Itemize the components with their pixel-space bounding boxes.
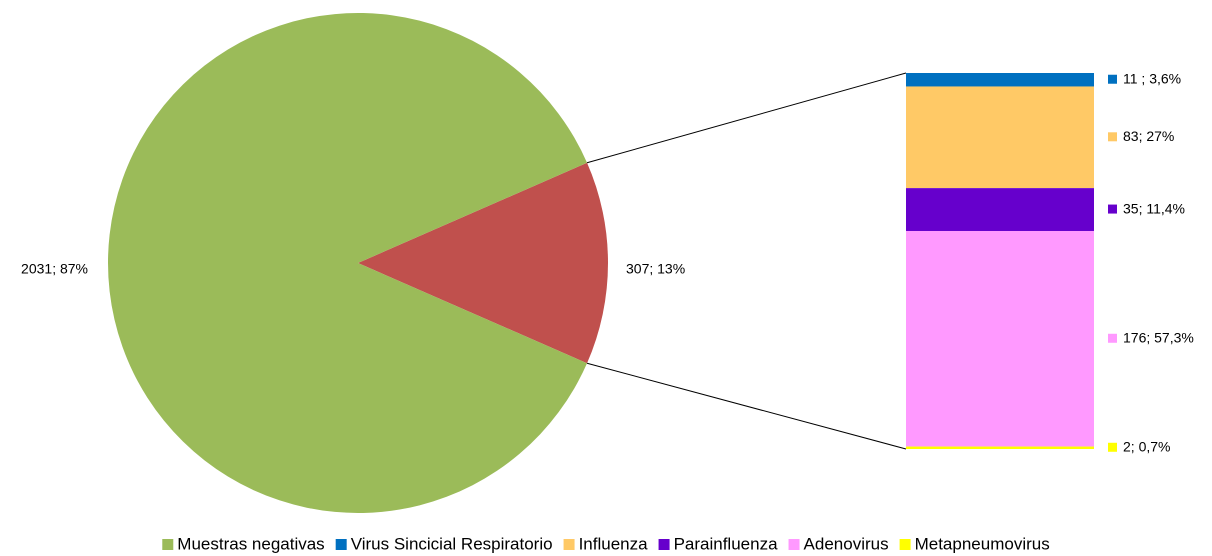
connector [586,362,907,450]
label-marker [1108,442,1117,452]
label-marker [1108,74,1117,84]
legend-label: Virus Sincicial Respiratorio [351,534,553,553]
data-label: 83; 27% [1123,128,1174,144]
legend-marker [162,539,174,550]
bar-segment [906,446,1094,449]
label-marker [1108,333,1117,343]
connector [586,72,907,164]
legend-label: Parainfluenza [674,534,779,553]
legend-marker [335,539,347,550]
data-label: 307; 13% [626,261,685,277]
legend-label: Muestras negativas [177,534,324,553]
legend-label: Adenovirus [804,534,889,553]
data-label: 11 ; 3,6% [1123,70,1181,86]
bar-segment [906,230,1094,447]
bar-segment [906,86,1094,189]
data-label: 2031; 87% [21,261,88,277]
bar-segment [906,188,1094,231]
label-marker [1108,204,1117,214]
data-label: 176; 57,3% [1123,329,1194,345]
legend-label: Influenza [579,534,649,553]
label-marker [1108,132,1117,142]
data-label: 35; 11,4% [1123,200,1185,216]
pie-slice [358,162,609,364]
pie-slice [108,12,588,513]
legend-marker [788,539,800,550]
legend-marker [658,539,670,550]
legend-label: Metapneumovirus [915,534,1050,553]
legend-marker [899,539,911,550]
legend-marker [563,539,575,550]
data-label: 2; 0,7% [1123,438,1170,454]
bar-segment [906,73,1094,87]
